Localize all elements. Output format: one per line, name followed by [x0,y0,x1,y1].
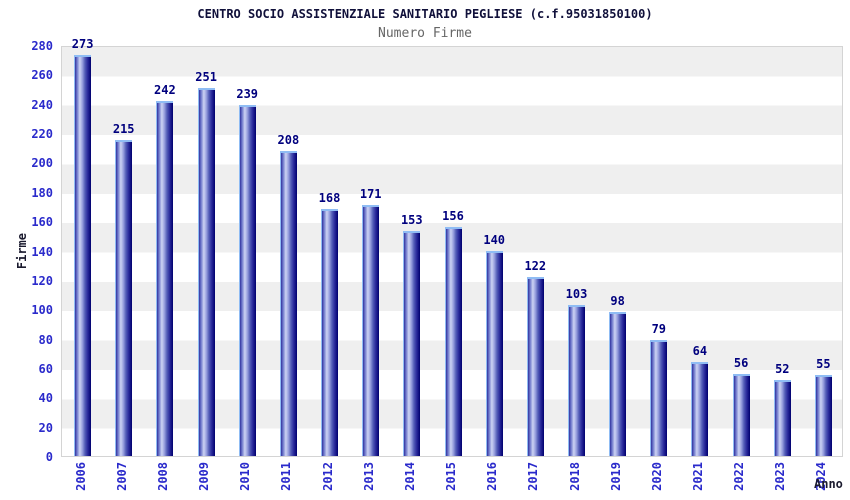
y-tick-label: 220 [31,127,53,142]
bar-value-label: 215 [112,122,135,137]
bar [814,375,832,456]
x-tick-label: 2018 [567,462,582,491]
x-tick-label: 2013 [361,462,376,491]
y-tick-label: 200 [31,156,53,171]
bar [115,140,133,456]
bar [691,362,709,456]
bar [568,304,585,456]
y-tick-label: 100 [31,303,53,318]
x-tick-label: 2006 [73,462,88,491]
x-tick-label: 2020 [649,462,664,491]
bar [444,227,462,456]
y-tick-label: 260 [31,68,53,83]
y-tick-label: 40 [38,391,53,406]
y-axis-ticks: 0 20 40 60 80 100 120 140 160 180 200 220 240 260 280 [0,39,53,464]
x-tick-label: 2023 [773,462,788,491]
bar [197,87,215,456]
x-tick-label: 2012 [320,462,335,491]
y-tick-label: 20 [38,420,53,435]
bar-value-label: 98 [610,294,625,309]
bar-value-label: 56 [733,355,749,370]
bar [403,231,421,456]
bar [650,340,668,456]
x-axis-ticks: 2006 2007 2008 2009 2010 2011 2012 2013 2014 2015… [61,459,843,500]
bar-value-label: 251 [195,69,217,84]
plot-area: 273 215 242 251 239 208 168 171 153 156 140 122 103 9… [61,38,843,457]
bar-value-label: 153 [400,213,423,228]
bar-value-label: 168 [318,191,341,206]
bar [362,205,380,456]
x-tick-label: 2017 [526,462,541,491]
bar [279,150,297,456]
bar [74,55,92,456]
y-tick-label: 240 [31,97,53,112]
bar-value-label: 55 [816,357,831,372]
bar-value-label: 64 [692,344,708,359]
bar-value-label: 239 [236,87,259,102]
x-tick-label: 2014 [402,462,417,491]
x-axis-title: Anno [814,477,843,491]
x-tick-label: 2007 [114,462,129,491]
y-tick-label: 280 [31,39,53,53]
y-tick-label: 0 [45,450,53,464]
chart-title: CENTRO SOCIO ASSISTENZIALE SANITARIO PEG… [197,7,653,21]
bar-value-label: 103 [565,286,588,301]
x-tick-label: 2015 [444,462,458,491]
x-tick-label: 2008 [155,462,170,491]
y-tick-label: 180 [31,185,53,200]
x-tick-label: 2019 [608,462,623,491]
bar [156,100,174,456]
x-tick-label: 2021 [690,462,705,491]
x-tick-label: 2016 [485,462,500,491]
bar [609,312,627,456]
bar-value-label: 122 [524,258,547,273]
y-tick-label: 120 [31,273,53,288]
y-tick-label: 80 [38,332,53,347]
x-tick-label: 2011 [279,462,294,491]
bar-value-label: 208 [277,132,300,147]
bar-value-label: 171 [359,187,382,201]
y-tick-label: 140 [31,244,53,259]
bar-value-label: 156 [442,209,464,223]
y-tick-label: 60 [38,361,53,376]
bar [485,250,503,456]
bar [732,373,750,456]
x-tick-label: 2010 [238,462,253,491]
x-tick-label: 2009 [197,462,212,491]
x-tick-label: 2022 [732,462,747,491]
bar [773,379,791,456]
bar-value-label: 242 [154,82,176,97]
bar-value-label: 273 [71,37,94,52]
bar-value-label: 52 [775,361,790,376]
bar [321,209,338,456]
bar [238,105,256,456]
bar-value-label: 140 [483,232,506,247]
bar [526,276,544,456]
chart-subtitle: Numero Firme [378,26,472,41]
y-tick-label: 160 [31,215,53,230]
bar-value-label: 79 [651,322,667,336]
